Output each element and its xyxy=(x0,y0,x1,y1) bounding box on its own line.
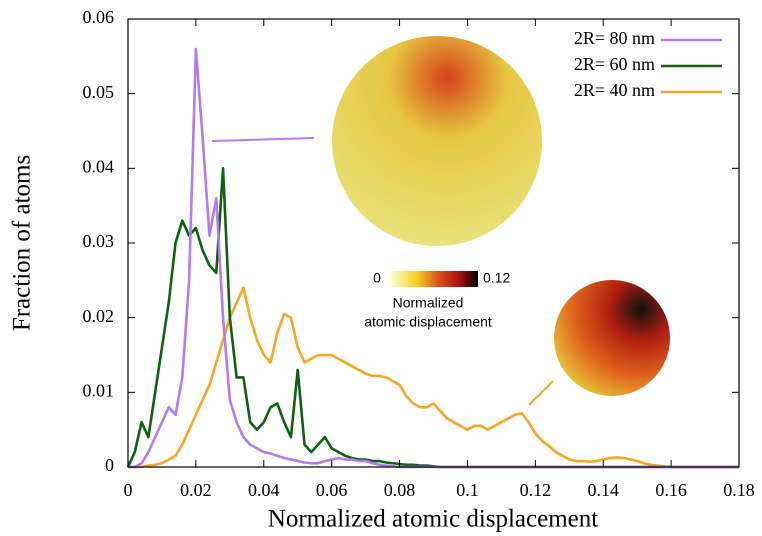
x-tick-label: 0.06 xyxy=(316,480,348,500)
inset-particle-40nm xyxy=(554,280,670,396)
x-tick-label: 0.08 xyxy=(384,480,416,500)
legend-label: 2R= 40 nm xyxy=(574,80,655,100)
x-tick-label: 0 xyxy=(124,480,133,500)
colorbar-max: 0.12 xyxy=(483,270,510,286)
x-tick-label: 0.16 xyxy=(655,480,687,500)
inset-leader xyxy=(528,380,554,406)
y-tick-label: 0.05 xyxy=(83,82,115,102)
legend-label: 2R= 80 nm xyxy=(574,28,655,48)
x-tick-label: 0.12 xyxy=(520,480,552,500)
colorbar xyxy=(390,271,478,287)
inset-particle-80nm xyxy=(332,36,542,246)
x-tick-label: 0.18 xyxy=(723,480,755,500)
y-tick-label: 0.03 xyxy=(83,231,115,251)
x-tick-label: 0.04 xyxy=(248,480,280,500)
y-tick-label: 0.02 xyxy=(83,306,115,326)
x-tick-label: 0.14 xyxy=(587,480,619,500)
inset-leader xyxy=(211,137,315,142)
y-tick-label: 0.04 xyxy=(83,156,115,176)
y-tick-label: 0.06 xyxy=(83,7,115,27)
colorbar-title: atomic displacement xyxy=(364,314,492,330)
x-axis-title: Normalized atomic displacement xyxy=(268,506,598,533)
y-axis-title: Fraction of atoms xyxy=(9,155,36,331)
y-tick-label: 0.01 xyxy=(83,380,115,400)
legend-label: 2R= 60 nm xyxy=(574,54,655,74)
x-tick-label: 0.1 xyxy=(456,480,479,500)
y-tick-label: 0 xyxy=(105,455,114,475)
colorbar-title: Normalized xyxy=(393,295,464,311)
colorbar-min: 0 xyxy=(373,270,381,286)
x-tick-label: 0.02 xyxy=(180,480,212,500)
